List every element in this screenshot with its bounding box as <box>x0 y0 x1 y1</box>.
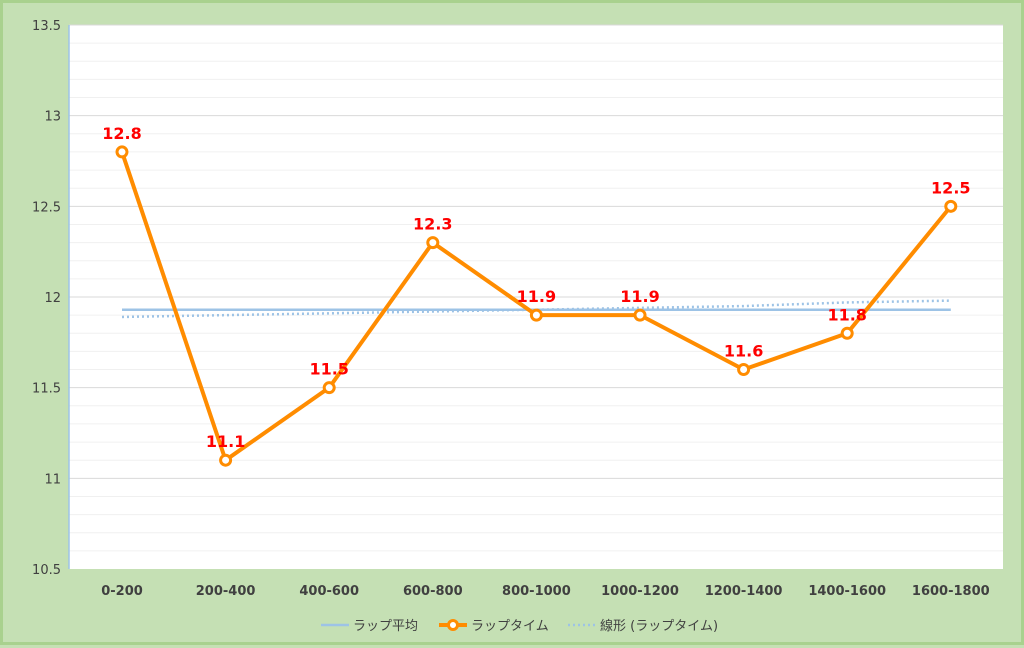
data-label: 11.8 <box>827 305 866 324</box>
data-point <box>737 363 751 377</box>
x-tick-label: 600-800 <box>403 584 463 599</box>
legend: ラップ平均 ラップタイム 線形 (ラップタイム) <box>321 618 718 634</box>
data-point <box>426 236 440 250</box>
x-tick-label: 400-600 <box>299 584 359 599</box>
legend-label: ラップ平均 <box>353 619 418 634</box>
x-tick-label: 800-1000 <box>502 584 571 599</box>
data-point <box>219 453 233 467</box>
legend-marker <box>447 619 459 631</box>
data-label: 11.9 <box>620 287 659 306</box>
y-tick-label: 12.5 <box>32 200 61 215</box>
gridlines <box>69 24 1003 552</box>
data-label: 12.8 <box>102 124 141 143</box>
y-tick-label: 13 <box>44 110 61 125</box>
x-tick-label: 200-400 <box>196 584 256 599</box>
data-point <box>944 199 958 213</box>
data-label: 11.9 <box>517 287 556 306</box>
data-label: 12.5 <box>931 178 970 197</box>
legend-label: 線形 (ラップタイム) <box>600 618 718 634</box>
legend-item: ラップタイム <box>439 619 549 634</box>
data-label: 11.1 <box>206 432 245 451</box>
data-point <box>840 326 854 340</box>
y-tick-label: 10.5 <box>32 563 61 578</box>
x-tick-label: 1000-1200 <box>601 584 679 599</box>
y-tick-label: 13.5 <box>32 19 61 34</box>
series-lines <box>115 145 958 467</box>
line-chart: 10.5 11 11.5 12 12.5 13 13.5 0-200 200-400 400-6… <box>32 19 1003 634</box>
data-labels: 12.8 11.1 11.5 12.3 11.9 11.9 11.6 11.8 12.5 <box>102 124 970 451</box>
y-tick-label: 12 <box>44 291 61 306</box>
data-point <box>529 308 543 322</box>
legend-item: 線形 (ラップタイム) <box>568 618 718 634</box>
series-line <box>121 299 951 319</box>
data-label: 11.5 <box>309 360 348 379</box>
legend-label: ラップタイム <box>471 619 549 634</box>
x-tick-label: 1200-1400 <box>705 584 783 599</box>
data-label: 11.6 <box>724 342 763 361</box>
x-tick-label: 0-200 <box>101 584 143 599</box>
x-tick-labels: 0-200 200-400 400-600 600-800 800-1000 1000-1… <box>101 584 989 599</box>
data-label: 12.3 <box>413 215 452 234</box>
data-point <box>633 308 647 322</box>
y-tick-label: 11 <box>44 472 61 487</box>
data-point <box>322 381 336 395</box>
y-tick-labels: 10.5 11 11.5 12 12.5 13 13.5 <box>32 19 61 578</box>
legend-item: ラップ平均 <box>321 619 418 634</box>
data-point <box>115 145 129 159</box>
x-tick-label: 1400-1600 <box>808 584 886 599</box>
y-tick-label: 11.5 <box>32 382 61 397</box>
x-tick-label: 1600-1800 <box>912 584 990 599</box>
